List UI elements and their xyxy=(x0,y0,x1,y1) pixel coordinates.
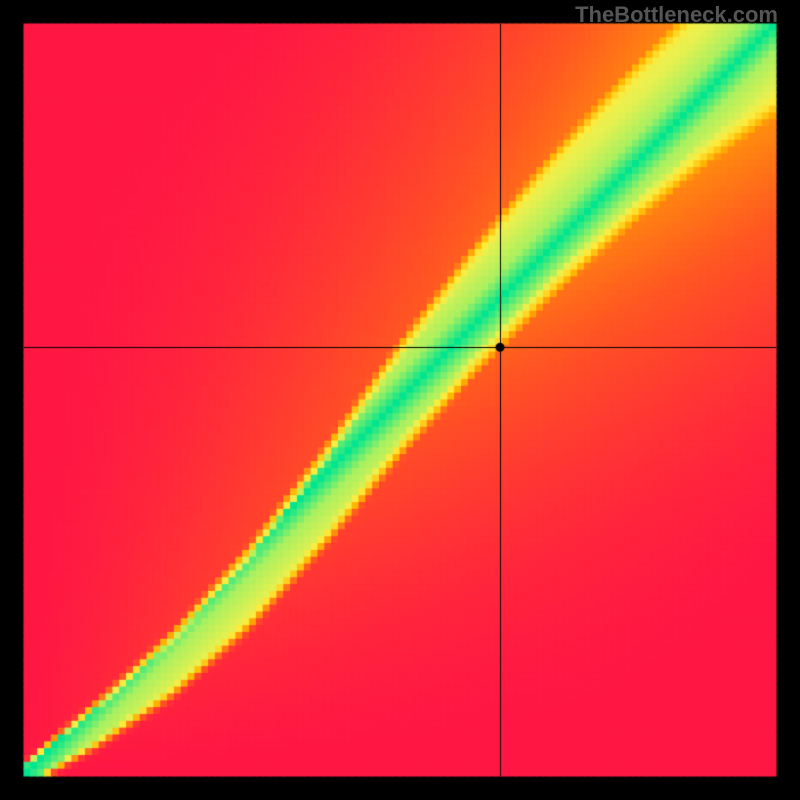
bottleneck-heatmap xyxy=(0,0,800,800)
chart-container: { "canvas": { "width": 800, "height": 80… xyxy=(0,0,800,800)
